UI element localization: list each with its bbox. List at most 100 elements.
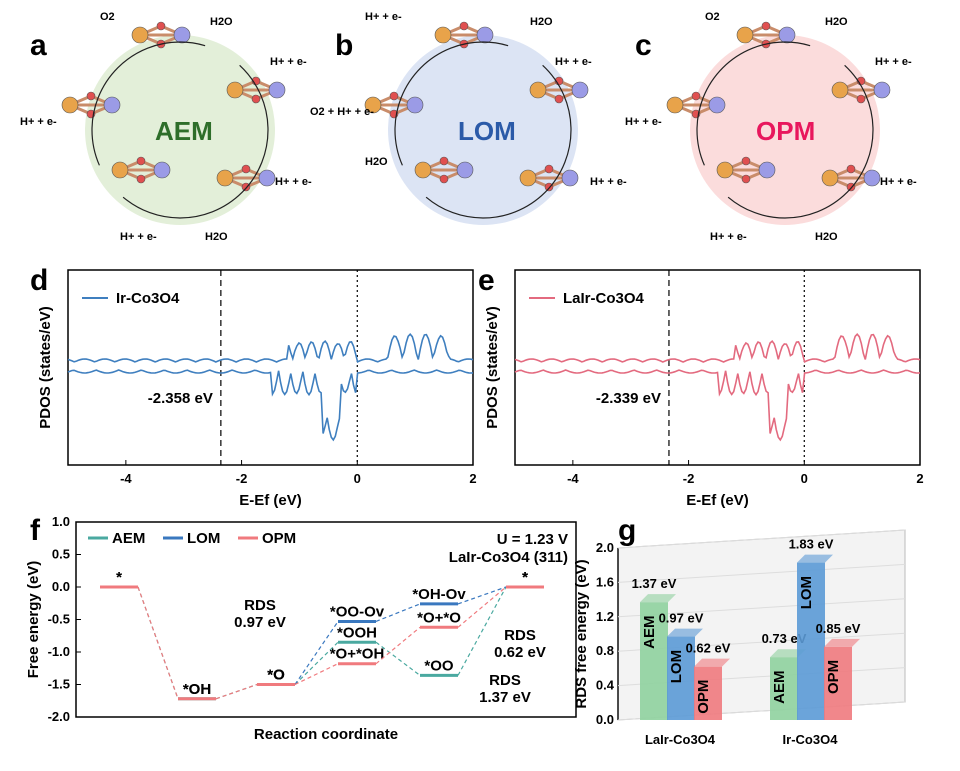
panel-label-a: a	[30, 29, 47, 62]
rds-value: 1.37 eV	[479, 689, 531, 706]
reaction-step-label: H2O	[825, 16, 848, 28]
level-label: *OH-Ov	[412, 586, 466, 603]
aem-title: AEM	[155, 116, 213, 146]
level-label: *	[116, 569, 122, 586]
reaction-step-label: H2O	[205, 231, 228, 243]
bar	[770, 657, 798, 720]
panel-label-g: g	[618, 514, 636, 547]
bar-value-label: 1.37 eV	[632, 576, 677, 591]
y-axis-label: PDOS (states/eV)	[484, 306, 501, 429]
reaction-step-label: H+ + e-	[880, 176, 917, 188]
oxygen-atom	[741, 174, 751, 184]
oxygen-atom	[136, 156, 146, 166]
pdos-plot-d: -4 -2 0 2 E-Ef (eV) PDOS (states/eV) -2.358 eV…	[37, 269, 477, 509]
connector-line	[215, 683, 258, 700]
oxygen-atom	[439, 174, 449, 184]
bar-series-label: OPM	[825, 660, 842, 694]
x-tick-label: -2	[683, 471, 695, 486]
x-tick-label: 0	[354, 471, 361, 486]
metal-atom-ir	[716, 161, 734, 179]
oxygen-atom	[459, 21, 469, 31]
metal-atom-ir	[821, 169, 839, 187]
cycle-arrow	[696, 41, 874, 219]
pdos-plot-e: -4 -2 0 2 E-Ef (eV) PDOS (states/eV) -2.339 eV…	[484, 269, 924, 509]
reaction-step-label: H+ + e-	[120, 231, 157, 243]
connector-line	[137, 586, 179, 700]
metal-atom-co	[153, 161, 171, 179]
metal-atom-ir	[131, 26, 149, 44]
reaction-step-label: H+ + e-	[875, 56, 912, 68]
metal-atom-ir	[831, 81, 849, 99]
level-label: *OO	[424, 657, 454, 674]
y-tick-label: 1.0	[52, 514, 70, 529]
metal-atom-ir	[364, 96, 382, 114]
connector-line	[294, 663, 339, 686]
level-label: *O	[267, 667, 285, 684]
y-tick-label: 0.5	[52, 547, 70, 562]
connector-line	[375, 603, 421, 623]
bar-value-label: 0.73 eV	[762, 631, 807, 646]
connector-line	[457, 586, 507, 676]
lom-title: LOM	[458, 116, 516, 146]
oxygen-atom	[241, 164, 251, 174]
y-tick-label: 2.0	[596, 540, 614, 555]
legend-label: OPM	[262, 530, 296, 547]
bar-value-label: 1.83 eV	[789, 537, 834, 552]
panel-label-e: e	[478, 264, 495, 297]
plot-frame	[67, 269, 474, 466]
grid-line	[617, 563, 906, 583]
x-category-label: LaIr-Co3O4	[645, 732, 716, 747]
metal-atom-ir	[61, 96, 79, 114]
y-tick-label: 1.6	[596, 574, 614, 589]
level-label: *O+*OH	[330, 646, 385, 663]
y-axis-label: PDOS (states/eV)	[37, 306, 54, 429]
x-tick-label: -4	[120, 471, 132, 486]
metal-atom-co	[758, 161, 776, 179]
reaction-step-label: H+ + e-	[710, 231, 747, 243]
metal-atom-ir	[434, 26, 452, 44]
conditions-annotation: LaIr-Co3O4 (311)	[449, 549, 568, 566]
rds-value: 0.62 eV	[494, 644, 546, 661]
legend-label: LaIr-Co3O4	[563, 290, 645, 307]
reaction-step-label: O2 + H+ + e-	[310, 106, 374, 118]
level-label: *	[116, 569, 122, 586]
x-axis-label: E-Ef (eV)	[239, 492, 302, 509]
y-tick-label: -1.5	[48, 677, 70, 692]
rds-label: RDS	[489, 672, 521, 689]
metal-atom-ir	[529, 81, 547, 99]
reaction-step-label: H+ + e-	[590, 176, 627, 188]
reaction-step-label: O2	[100, 11, 115, 23]
bar-top	[694, 658, 730, 667]
panel-label-b: b	[335, 29, 353, 62]
rds-label: RDS	[504, 627, 536, 644]
plot-frame	[514, 269, 921, 466]
cycle-arrow	[91, 41, 269, 219]
level-label: *OO-Ov	[330, 603, 385, 620]
x-tick-label: -2	[236, 471, 248, 486]
bar-top	[667, 628, 703, 637]
reaction-step-label: H+ + e-	[625, 116, 662, 128]
level-label: *	[522, 569, 528, 586]
oxygen-atom	[156, 21, 166, 31]
connector-line	[294, 621, 339, 685]
y-tick-label: -2.0	[48, 709, 70, 724]
metal-atom-co	[476, 26, 494, 44]
metal-atom-ir	[216, 169, 234, 187]
y-axis-label: Free energy (eV)	[25, 561, 42, 679]
bar	[797, 562, 825, 720]
reaction-step-label: H+ + e-	[365, 11, 402, 23]
panel-label-c: c	[635, 29, 652, 62]
oxygen-atom	[554, 94, 564, 104]
bar-value-label: 0.85 eV	[816, 621, 861, 636]
metal-atom-co	[103, 96, 121, 114]
level-label: *	[522, 569, 528, 586]
y-tick-label: -0.5	[48, 612, 70, 627]
bar-series-label: AEM	[641, 616, 658, 649]
reaction-step-label: H+ + e-	[555, 56, 592, 68]
metal-atom-co	[456, 161, 474, 179]
bar	[667, 636, 695, 720]
level-label: *O	[267, 667, 285, 684]
reaction-step-label: H2O	[815, 231, 838, 243]
reaction-step-label: H+ + e-	[275, 176, 312, 188]
